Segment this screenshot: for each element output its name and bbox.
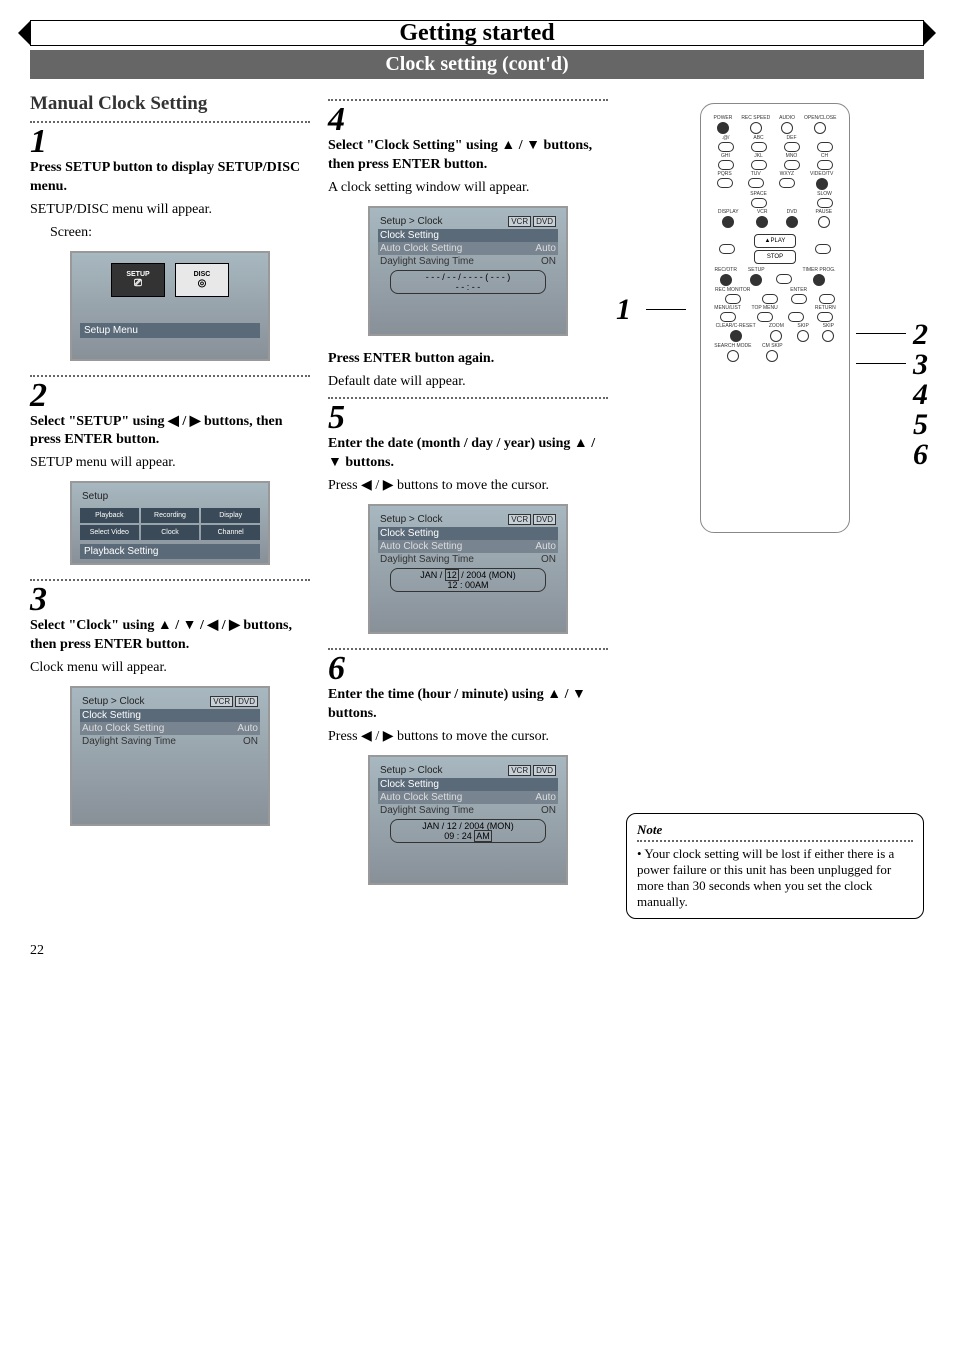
step-4-text: A clock setting window will appear. xyxy=(328,179,608,198)
skip-fwd-button[interactable] xyxy=(822,330,834,342)
step-4-bold: Select "Clock Setting" using ▲ / ▼ butto… xyxy=(328,137,608,175)
rewind-button[interactable] xyxy=(719,244,735,254)
note-box: Note • Your clock setting will be lost i… xyxy=(626,813,924,919)
column-left: Manual Clock Setting 1 Press SETUP butto… xyxy=(30,93,310,919)
left-button[interactable] xyxy=(762,294,778,304)
step-1-bold: Press SETUP button to display SETUP/DISC… xyxy=(30,159,310,197)
step-1-indent: Screen: xyxy=(50,224,310,243)
remote-control: POWER REC SPEED AUDIO OPEN/CLOSE .@/ ABC… xyxy=(700,103,850,533)
step-2-bold: Select "SETUP" using ◀ / ▶ buttons, then… xyxy=(30,413,310,451)
down-button[interactable] xyxy=(788,312,804,322)
column-middle: 4 Select "Clock Setting" using ▲ / ▼ but… xyxy=(328,93,608,919)
stop-button[interactable]: STOP xyxy=(754,250,796,264)
rec-monitor-button[interactable] xyxy=(725,294,741,304)
header-title: Getting started xyxy=(399,20,554,47)
display-button[interactable] xyxy=(722,216,734,228)
callout-2: 2 xyxy=(913,318,928,352)
num-8-button[interactable] xyxy=(748,178,764,188)
step-5-text: Press ◀ / ▶ buttons to move the cursor. xyxy=(328,477,608,496)
step-3-number: 3 xyxy=(30,583,310,617)
screen-clock-4: Setup > ClockVCRDVD Clock Setting Auto C… xyxy=(368,206,568,336)
num-3-button[interactable] xyxy=(784,142,800,152)
section-title: Manual Clock Setting xyxy=(30,93,310,115)
num-2-button[interactable] xyxy=(751,142,767,152)
screen-setup-disc: SETUP⎚ DISC◎ Setup Menu xyxy=(70,251,270,361)
search-mode-button[interactable] xyxy=(727,350,739,362)
pause-button[interactable] xyxy=(818,216,830,228)
up-button[interactable] xyxy=(776,274,792,284)
video-tv-button[interactable] xyxy=(816,178,828,190)
audio-button[interactable] xyxy=(781,122,793,134)
vcr-button[interactable] xyxy=(756,216,768,228)
step-3-text: Clock menu will appear. xyxy=(30,659,310,678)
num-5-button[interactable] xyxy=(751,160,767,170)
divider xyxy=(328,648,608,650)
rec-otr-button[interactable] xyxy=(720,274,732,286)
step-5-number: 5 xyxy=(328,401,608,435)
sub-header: Clock setting (cont'd) xyxy=(30,50,924,79)
step-2-text: SETUP menu will appear. xyxy=(30,454,310,473)
dvd-button[interactable] xyxy=(786,216,798,228)
timer-prog-button[interactable] xyxy=(813,274,825,286)
setup-card: SETUP⎚ xyxy=(111,263,165,297)
header-band: Getting started xyxy=(30,20,924,46)
screen-clock-5: Setup > ClockVCRDVD Clock Setting Auto C… xyxy=(368,504,568,634)
divider xyxy=(30,375,310,377)
screen-clock-3: Setup > ClockVCRDVD Clock Setting Auto C… xyxy=(70,686,270,826)
power-button[interactable] xyxy=(717,122,729,134)
ch-down-button[interactable] xyxy=(817,160,833,170)
top-menu-button[interactable] xyxy=(757,312,773,322)
forward-button[interactable] xyxy=(815,244,831,254)
step-6-number: 6 xyxy=(328,652,608,686)
step-6-bold: Enter the time (hour / minute) using ▲ /… xyxy=(328,686,608,724)
callout-4: 4 xyxy=(913,378,928,412)
play-button[interactable]: ▲PLAY xyxy=(754,234,796,248)
page-number: 22 xyxy=(30,943,924,959)
step-4-extra-bold: Press ENTER button again. xyxy=(328,350,608,369)
callout-6: 6 xyxy=(913,438,928,472)
open-close-button[interactable] xyxy=(814,122,826,134)
num-9-button[interactable] xyxy=(779,178,795,188)
callout-3: 3 xyxy=(913,348,928,382)
step-4-number: 4 xyxy=(328,103,608,137)
step-2-number: 2 xyxy=(30,379,310,413)
num-6-button[interactable] xyxy=(784,160,800,170)
divider xyxy=(328,99,608,101)
callout-5: 5 xyxy=(913,408,928,442)
enter-button[interactable] xyxy=(791,294,807,304)
return-button[interactable] xyxy=(817,312,833,322)
step-1-number: 1 xyxy=(30,125,310,159)
step-3-bold: Select "Clock" using ▲ / ▼ / ◀ / ▶ butto… xyxy=(30,617,310,655)
cm-skip-button[interactable] xyxy=(766,350,778,362)
screen-clock-6: Setup > ClockVCRDVD Clock Setting Auto C… xyxy=(368,755,568,885)
callout-1: 1 xyxy=(616,293,631,327)
screen-caption: Setup Menu xyxy=(80,323,260,338)
ch-up-button[interactable] xyxy=(817,142,833,152)
clear-button[interactable] xyxy=(730,330,742,342)
divider xyxy=(328,397,608,399)
step-4-extra-text: Default date will appear. xyxy=(328,373,608,392)
screen-setup-grid: Setup Playback Recording Display Select … xyxy=(70,481,270,565)
num-7-button[interactable] xyxy=(717,178,733,188)
step-5-bold: Enter the date (month / day / year) usin… xyxy=(328,435,608,473)
disc-card: DISC◎ xyxy=(175,263,229,297)
screen-caption: Playback Setting xyxy=(80,544,260,559)
num-1-button[interactable] xyxy=(718,142,734,152)
num-0-button[interactable] xyxy=(751,198,767,208)
num-4-button[interactable] xyxy=(718,160,734,170)
zoom-button[interactable] xyxy=(770,330,782,342)
skip-back-button[interactable] xyxy=(797,330,809,342)
divider xyxy=(30,579,310,581)
note-body: • Your clock setting will be lost if eit… xyxy=(637,846,913,910)
setup-button[interactable] xyxy=(750,274,762,286)
step-6-text: Press ◀ / ▶ buttons to move the cursor. xyxy=(328,728,608,747)
right-button[interactable] xyxy=(819,294,835,304)
menu-list-button[interactable] xyxy=(720,312,736,322)
rec-speed-button[interactable] xyxy=(750,122,762,134)
slow-button[interactable] xyxy=(817,198,833,208)
column-right: 1 2 3 4 5 6 POWER REC SPEED AUDIO OPEN/C… xyxy=(626,93,924,919)
divider xyxy=(30,121,310,123)
note-title: Note xyxy=(637,822,913,842)
step-1-text: SETUP/DISC menu will appear. xyxy=(30,201,310,220)
